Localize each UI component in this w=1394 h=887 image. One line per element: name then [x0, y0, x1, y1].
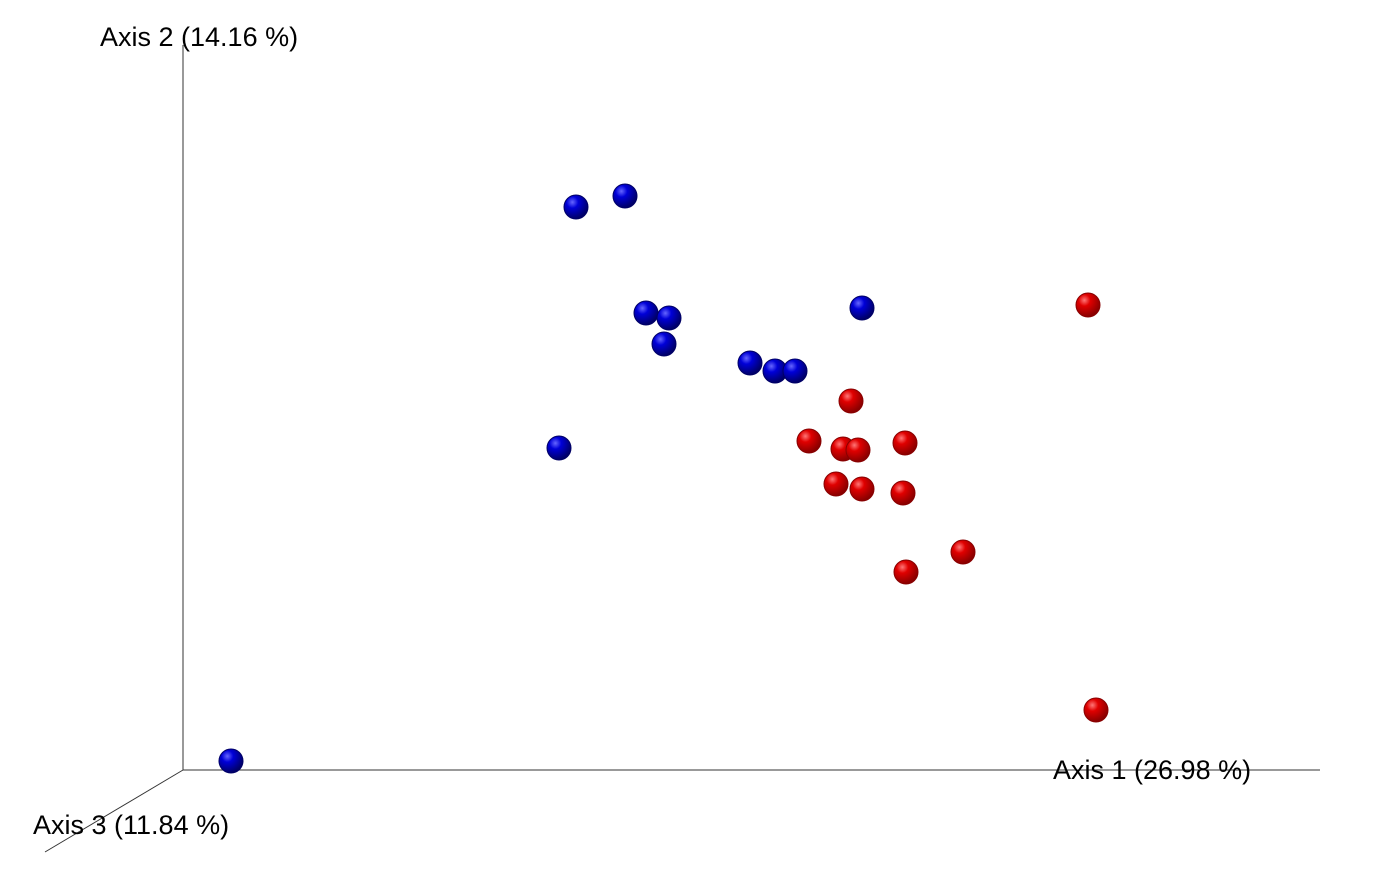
axis-1-label: Axis 1 (26.98 %) [1053, 755, 1251, 786]
data-point-blue [657, 306, 681, 330]
data-point-red [824, 472, 848, 496]
data-point-red [951, 540, 975, 564]
data-point-red [893, 431, 917, 455]
data-point-blue [547, 436, 571, 460]
chart-canvas [0, 0, 1394, 887]
pcoa-plot: Axis 1 (26.98 %) Axis 2 (14.16 %) Axis 3… [0, 0, 1394, 887]
data-point-red [891, 481, 915, 505]
data-point-red [894, 560, 918, 584]
data-point-red [846, 438, 870, 462]
data-point-blue [850, 296, 874, 320]
data-point-red [850, 477, 874, 501]
axis-3-label: Axis 3 (11.84 %) [33, 810, 229, 841]
data-point-red [1076, 293, 1100, 317]
data-point-blue [652, 332, 676, 356]
data-point-blue [564, 195, 588, 219]
data-point-blue [738, 351, 762, 375]
axis-2-label: Axis 2 (14.16 %) [100, 22, 298, 53]
data-point-red [797, 429, 821, 453]
data-point-blue [783, 359, 807, 383]
data-point-blue [634, 301, 658, 325]
data-point-red [839, 389, 863, 413]
data-point-blue [219, 749, 243, 773]
data-point-blue [613, 184, 637, 208]
data-point-red [1084, 698, 1108, 722]
